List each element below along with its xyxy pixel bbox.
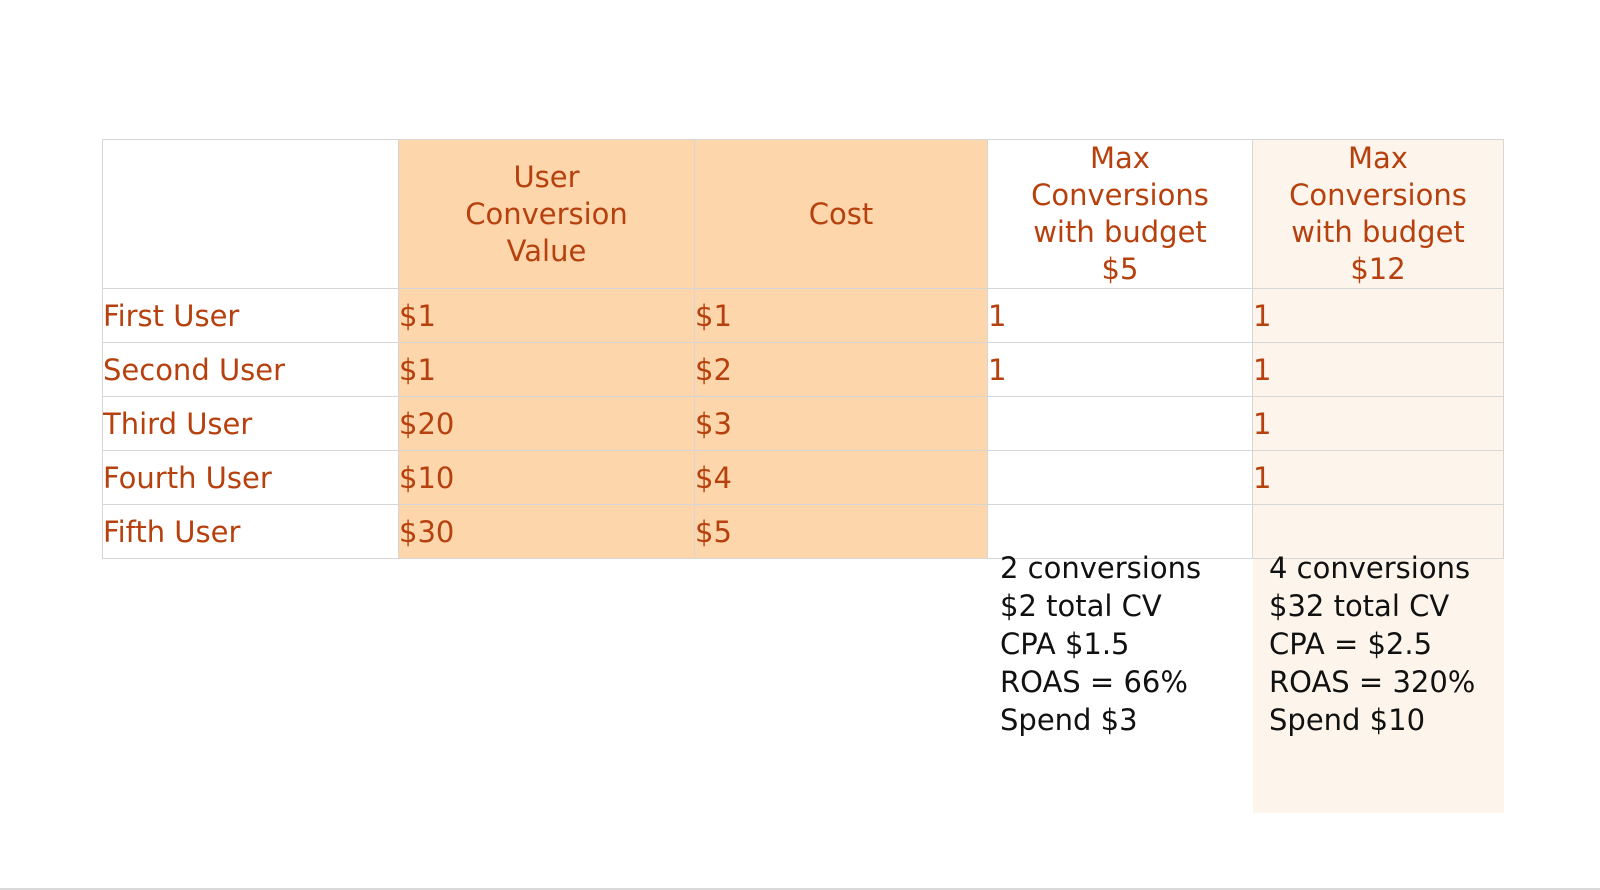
table-row: First User $1 $1 1 1 xyxy=(102,288,1504,343)
table-row: Fourth User $10 $4 1 xyxy=(102,450,1504,505)
budget5-cell xyxy=(987,504,1253,559)
budget12-total-cv: $32 total CV xyxy=(1269,589,1450,623)
budget12-cell: 1 xyxy=(1252,450,1504,505)
table-row: Third User $20 $3 1 xyxy=(102,396,1504,451)
budget5-cell: 1 xyxy=(987,342,1253,397)
header-user-conversion-value: User Conversion Value xyxy=(398,139,695,289)
row-label: First User xyxy=(102,288,399,343)
cost-cell: $4 xyxy=(694,450,988,505)
header-max-conversions-budget-12: Max Conversions with budget $12 xyxy=(1252,139,1504,289)
row-label: Fourth User xyxy=(102,450,399,505)
budget5-cell: 1 xyxy=(987,288,1253,343)
budget12-conversions: 4 conversions xyxy=(1269,551,1471,585)
budget12-cpa: CPA = $2.5 xyxy=(1269,627,1433,661)
header-cost: Cost xyxy=(694,139,988,289)
header-row: User Conversion Value Cost Max Conversio… xyxy=(102,139,1504,289)
budget5-roas: ROAS = 66% xyxy=(1000,665,1188,699)
user-conversion-value-cell: $10 xyxy=(398,450,695,505)
user-conversion-value-cell: $20 xyxy=(398,396,695,451)
budget5-conversions: 2 conversions xyxy=(1000,551,1202,585)
budget5-spend: Spend $3 xyxy=(1000,703,1138,737)
row-label: Third User xyxy=(102,396,399,451)
cost-cell: $3 xyxy=(694,396,988,451)
budget12-cell: 1 xyxy=(1252,342,1504,397)
budget12-roas: ROAS = 320% xyxy=(1269,665,1476,699)
budget12-cell xyxy=(1252,504,1504,559)
user-conversion-value-cell: $1 xyxy=(398,288,695,343)
user-conversion-value-cell: $1 xyxy=(398,342,695,397)
user-conversion-value-cell: $30 xyxy=(398,504,695,559)
budget5-cpa: CPA $1.5 xyxy=(1000,627,1130,661)
budget5-total-cv: $2 total CV xyxy=(1000,589,1162,623)
budget12-summary: 4 conversions $32 total CV CPA = $2.5 RO… xyxy=(1269,549,1475,739)
cost-cell: $1 xyxy=(694,288,988,343)
table-row: Second User $1 $2 1 1 xyxy=(102,342,1504,397)
budget12-cell: 1 xyxy=(1252,396,1504,451)
budget12-cell: 1 xyxy=(1252,288,1504,343)
budget5-summary: 2 conversions $2 total CV CPA $1.5 ROAS … xyxy=(1000,549,1201,739)
table-row: Fifth User $30 $5 xyxy=(102,504,1504,559)
cost-cell: $5 xyxy=(694,504,988,559)
budget12-spend: Spend $10 xyxy=(1269,703,1426,737)
budget5-cell xyxy=(987,450,1253,505)
header-max-conversions-budget-5: Max Conversions with budget $5 xyxy=(987,139,1253,289)
bottom-divider xyxy=(0,888,1600,890)
row-label: Second User xyxy=(102,342,399,397)
budget5-cell xyxy=(987,396,1253,451)
cost-cell: $2 xyxy=(694,342,988,397)
conversion-table: User Conversion Value Cost Max Conversio… xyxy=(102,139,1504,559)
row-label: Fifth User xyxy=(102,504,399,559)
header-empty-cell xyxy=(102,139,399,289)
